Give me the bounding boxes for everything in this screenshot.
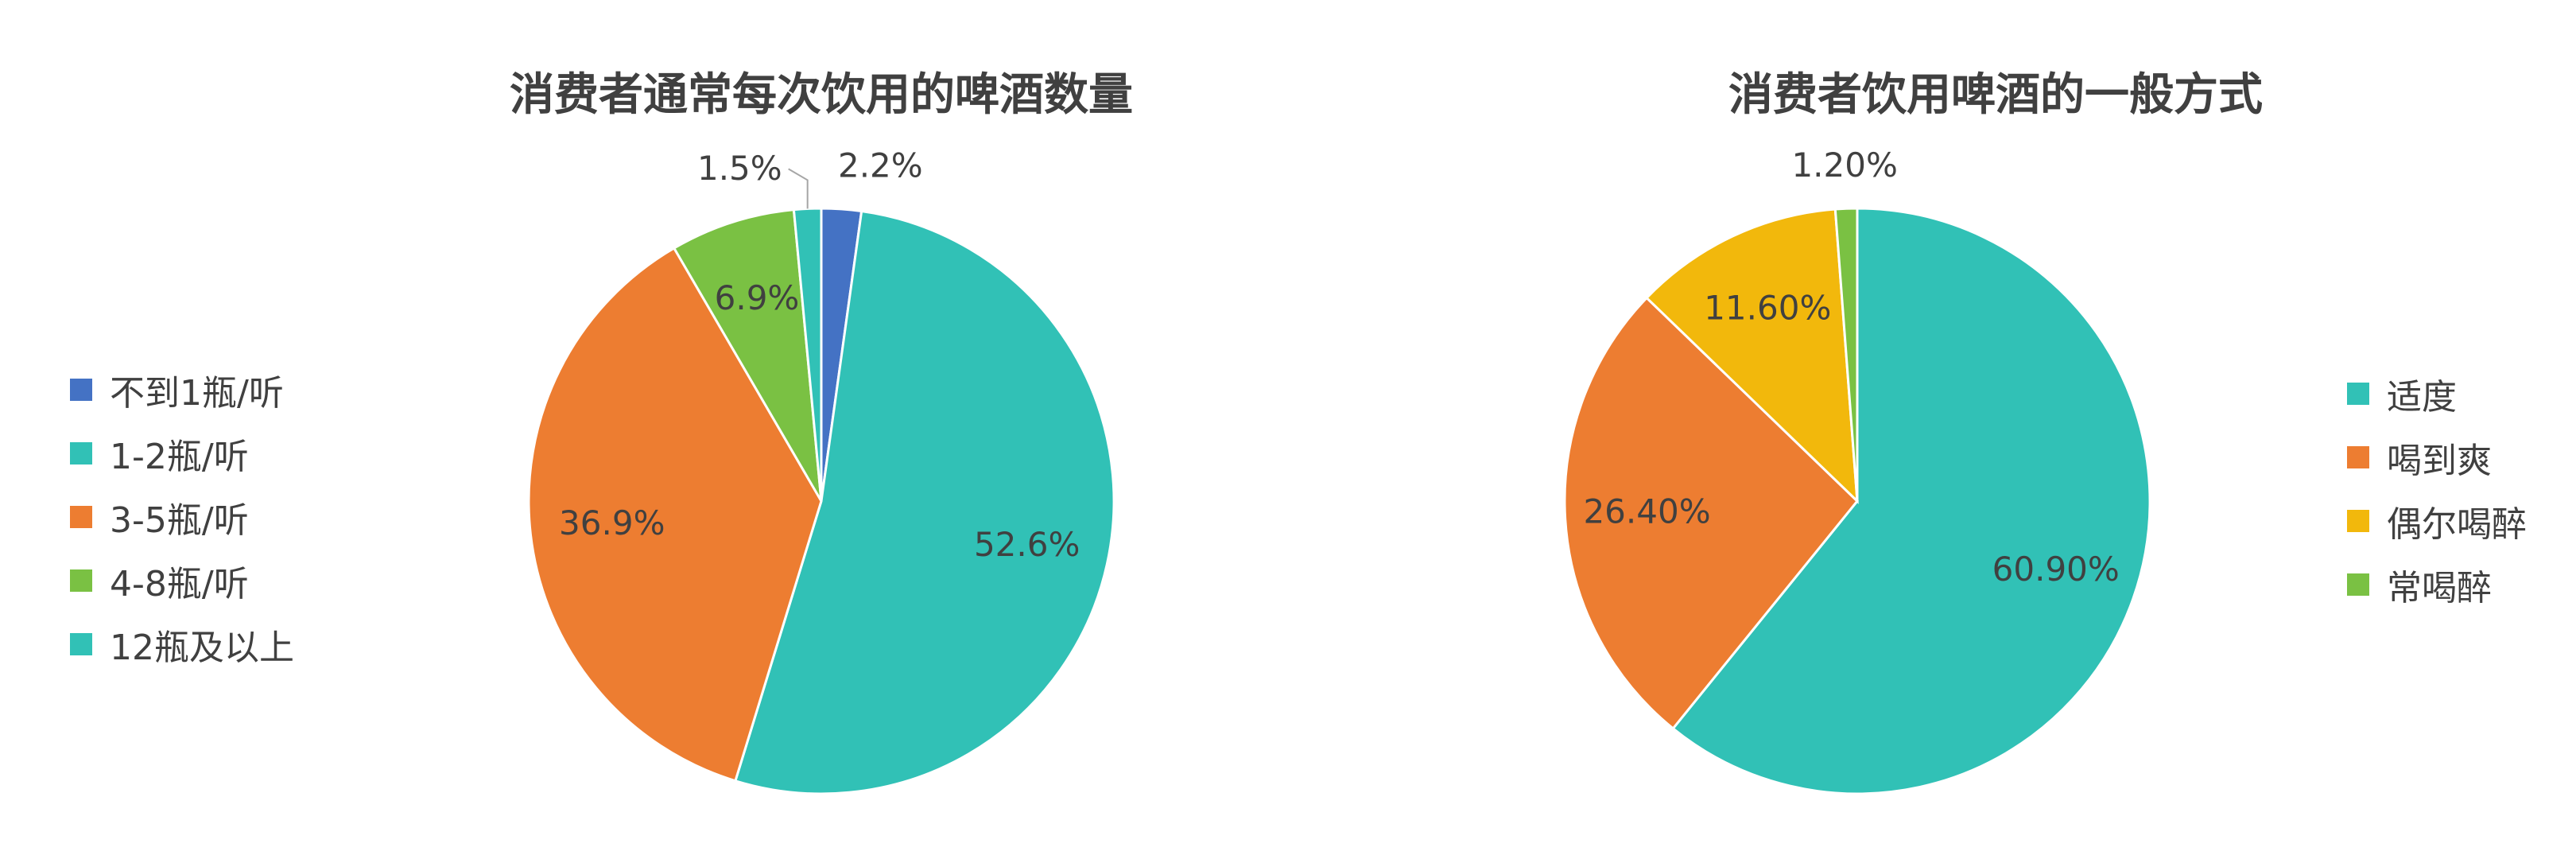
pie-2-data-label-1: 26.40% [1583, 492, 1710, 531]
pie-chart-1: 2.2% 52.6% 36.9% 6.9% 1.5% [527, 146, 1115, 795]
pie-1-slice-3 [672, 208, 823, 502]
pie-2-data-label-2: 11.60% [1704, 289, 1831, 328]
pie-2-data-label-3: 1.20% [1791, 146, 1897, 185]
legend-2-item-3: 常喝醉 [2347, 553, 2527, 616]
legend-label: 12瓶及以上 [110, 628, 294, 668]
legend-swatch [70, 569, 92, 592]
pie-1-data-label-4: 1.5% [697, 149, 782, 188]
pie-1-slice-4 [792, 207, 823, 502]
legend-label: 常喝醉 [2387, 568, 2492, 608]
legend-swatch [2347, 510, 2369, 532]
legend-1-item-4: 12瓶及以上 [70, 612, 294, 676]
legend-swatch [2347, 573, 2369, 596]
pie-1-slice-2 [527, 246, 823, 783]
legend-chart-2: 适度喝到爽偶尔喝醉常喝醉 [2347, 362, 2527, 616]
pie-2-data-label-0: 60.90% [1992, 550, 2120, 589]
legend-label: 1-2瓶/听 [110, 437, 249, 477]
legend-1-item-3: 4-8瓶/听 [70, 549, 294, 612]
pie-2-slice-3 [1833, 207, 1859, 502]
legend-2-item-1: 喝到爽 [2347, 426, 2527, 489]
pie-1-leader-line-4 [788, 168, 809, 209]
legend-swatch [70, 442, 92, 464]
legend-label: 适度 [2387, 377, 2457, 418]
legend-2-item-0: 适度 [2347, 362, 2527, 426]
legend-swatch [70, 506, 92, 528]
legend-label: 4-8瓶/听 [110, 564, 249, 604]
legend-label: 偶尔喝醉 [2387, 504, 2527, 545]
legend-1-item-1: 1-2瓶/听 [70, 422, 294, 485]
pie-2-slice-1 [1563, 296, 1860, 731]
legend-label: 不到1瓶/听 [110, 373, 284, 414]
legend-label: 3-5瓶/听 [110, 500, 249, 541]
legend-2-item-2: 偶尔喝醉 [2347, 489, 2527, 553]
pie-1-data-label-2: 36.9% [559, 503, 665, 542]
legend-chart-1: 不到1瓶/听 1-2瓶/听 3-5瓶/听 4-8瓶/听 12瓶及以上 [70, 358, 294, 676]
legend-swatch [2347, 446, 2369, 468]
pie-1-data-label-0: 2.2% [838, 146, 923, 185]
legend-swatch [2347, 383, 2369, 405]
pie-2-slice-0 [1671, 207, 2151, 795]
chart-title-2: 消费者饮用啤酒的一般方式 [1728, 69, 2263, 121]
legend-swatch [70, 633, 92, 655]
pie-chart-2: 60.90% 26.40% 11.60% 1.20% [1563, 146, 2151, 795]
legend-1-item-0: 不到1瓶/听 [70, 358, 294, 422]
pie-1-slice-1 [734, 209, 1115, 795]
legend-1-item-2: 3-5瓶/听 [70, 485, 294, 549]
chart-title-1: 消费者通常每次饮用的啤酒数量 [510, 69, 1133, 121]
legend-label: 喝到爽 [2387, 441, 2492, 481]
pie-1-data-label-3: 6.9% [715, 278, 800, 317]
pie-1-data-label-1: 52.6% [974, 525, 1080, 564]
pie-2-slice-2 [1645, 208, 1859, 504]
legend-swatch [70, 379, 92, 401]
